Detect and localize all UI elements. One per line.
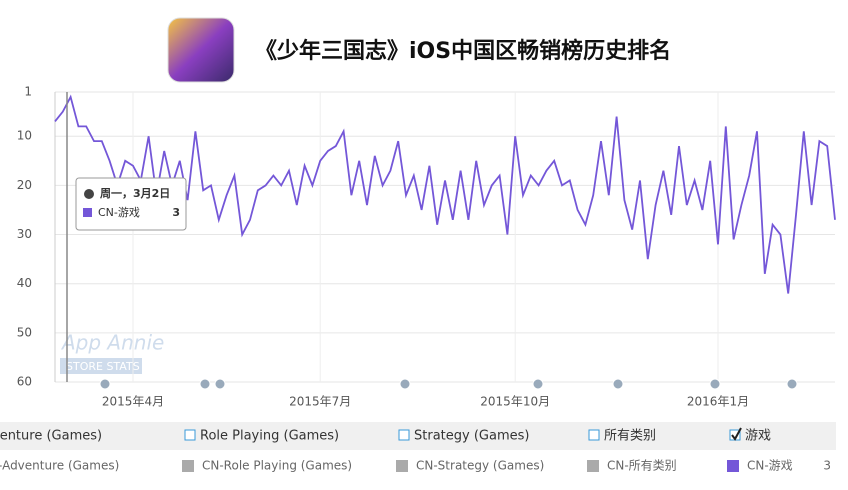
y-tick-label: 60 (17, 375, 32, 389)
x-tick-label: 2015年4月 (102, 395, 164, 409)
tooltip-date: 周一，3月2日 (100, 187, 170, 200)
annotation-icon (786, 378, 798, 390)
tooltip-swatch (83, 208, 92, 217)
legend-value: 3 (823, 459, 831, 473)
legend-filter-label: Strategy (Games) (414, 429, 529, 444)
legend-series-label: -Adventure (Games) (0, 459, 119, 473)
page-title: 《少年三国志》iOS中国区畅销榜历史排名 (255, 38, 671, 64)
y-tick-label: 40 (17, 276, 32, 290)
tooltip-value: 3 (172, 206, 180, 219)
tooltip-icon (84, 189, 94, 199)
annotation-icon (99, 378, 111, 390)
legend-swatch (587, 460, 599, 472)
legend-checkbox[interactable] (588, 429, 600, 441)
legend-filter-label: 游戏 (745, 429, 771, 444)
app-icon (167, 17, 235, 83)
y-tick-label: 1 (24, 85, 32, 99)
annotation-icon (532, 378, 544, 390)
tooltip (75, 177, 187, 231)
annotation-icon (199, 378, 211, 390)
legend-series-label: CN-游戏 (747, 459, 793, 473)
watermark: App Annie (60, 331, 164, 355)
legend-checkbox[interactable] (398, 429, 410, 441)
y-tick-label: 20 (17, 178, 32, 192)
tooltip-series: CN-游戏 (98, 206, 140, 219)
legend-filter-bar (0, 422, 836, 450)
legend-series-label: CN-Role Playing (Games) (202, 459, 352, 473)
annotation-icon (399, 378, 411, 390)
legend-swatch (396, 460, 408, 472)
x-tick-label: 2015年7月 (289, 395, 351, 409)
legend-swatch (182, 460, 194, 472)
legend-checkbox[interactable] (184, 429, 196, 441)
legend-series-label: CN-Strategy (Games) (416, 459, 544, 473)
legend-series-label: CN-所有类别 (607, 459, 677, 473)
legend-filter-label: Role Playing (Games) (200, 429, 339, 444)
annotation-icon (709, 378, 721, 390)
watermark-sub: STORE STATS (66, 360, 140, 373)
y-tick-label: 10 (17, 129, 32, 143)
y-tick-label: 30 (17, 227, 32, 241)
y-tick-label: 50 (17, 325, 32, 339)
annotation-icon (612, 378, 624, 390)
annotation-icon (214, 378, 226, 390)
legend-filter-label: venture (Games) (0, 429, 102, 444)
watermark-box (60, 358, 142, 374)
legend-swatch (727, 460, 739, 472)
legend-check (731, 427, 742, 441)
legend-filter-label: 所有类别 (604, 429, 656, 444)
x-tick-label: 2015年10月 (480, 395, 550, 409)
x-tick-label: 2016年1月 (687, 395, 749, 409)
